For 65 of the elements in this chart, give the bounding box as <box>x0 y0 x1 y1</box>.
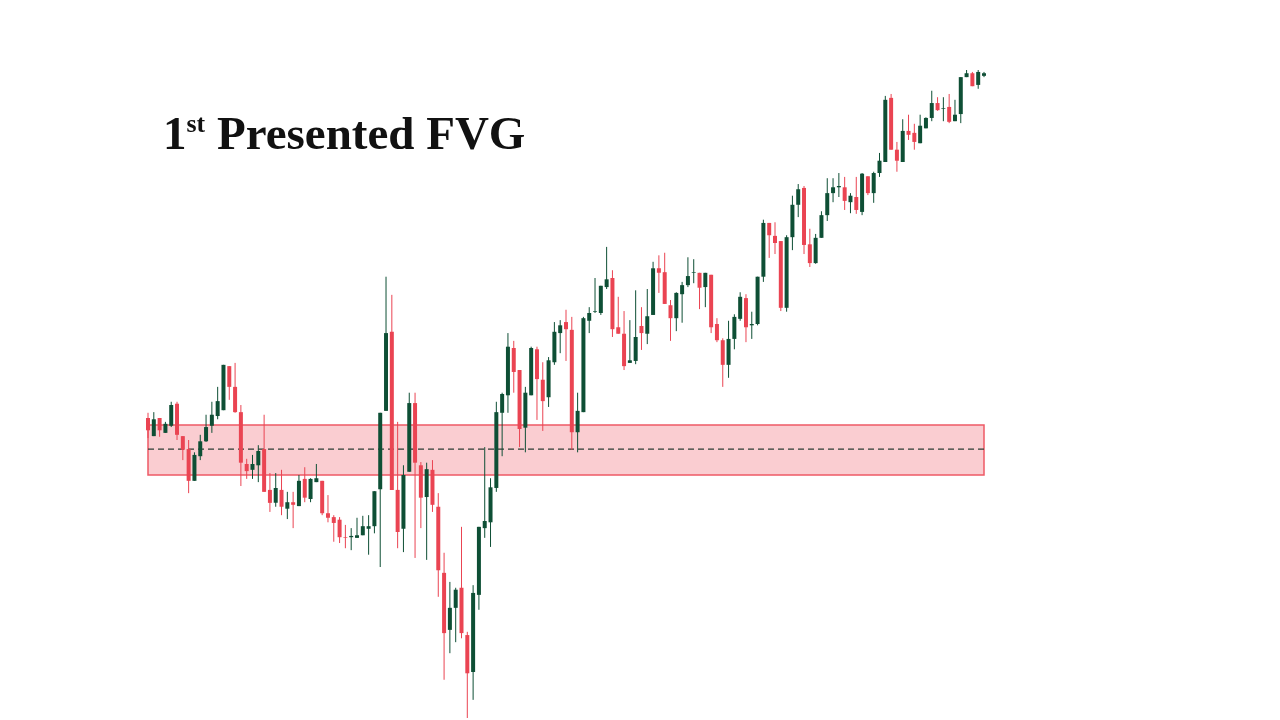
candlestick <box>656 254 661 294</box>
candlestick <box>714 317 719 343</box>
candlestick <box>273 472 278 508</box>
candlestick <box>680 281 685 324</box>
candlestick <box>773 221 777 255</box>
candlestick <box>825 177 830 222</box>
candlestick <box>645 288 650 345</box>
candlestick <box>267 472 272 513</box>
candlestick <box>819 210 824 239</box>
candlestick <box>848 192 853 214</box>
candlestick <box>732 313 737 350</box>
candlestick <box>929 90 934 122</box>
candlestick <box>564 309 568 362</box>
candlestick <box>343 524 348 549</box>
candlestick <box>325 494 330 523</box>
candlestick <box>668 299 673 342</box>
candlestick <box>767 222 772 259</box>
candlestick <box>453 587 458 643</box>
candlestick <box>691 258 696 284</box>
candlestick <box>227 365 232 401</box>
candlestick <box>976 69 981 90</box>
candlestick <box>558 319 563 354</box>
candlestick <box>337 516 342 544</box>
candlestick <box>604 246 609 290</box>
candlestick <box>842 176 847 211</box>
candlestick <box>854 176 859 215</box>
candlestick <box>511 340 516 394</box>
candlestick <box>593 277 598 314</box>
candlestick <box>447 581 452 654</box>
candlestick <box>627 319 632 364</box>
candlestick <box>482 446 487 539</box>
candlestick <box>244 458 249 480</box>
candlestick <box>291 491 296 529</box>
candlestick <box>198 434 203 461</box>
candlestick <box>703 272 708 308</box>
candlestick <box>807 228 812 268</box>
candlestick <box>918 114 923 144</box>
candlestick <box>941 96 946 122</box>
candlestick <box>947 93 952 124</box>
candlestick <box>204 414 209 443</box>
candlestick <box>697 272 702 310</box>
candlestick <box>865 175 870 196</box>
candlestick <box>894 141 899 173</box>
candlestick <box>540 361 545 432</box>
candlestick <box>639 306 644 351</box>
candlestick <box>796 183 801 218</box>
candlestick <box>587 306 592 334</box>
candlestick <box>169 401 174 428</box>
candlestick <box>180 435 185 461</box>
candlestick <box>355 517 359 539</box>
candlestick <box>302 466 307 503</box>
candlestick <box>366 514 371 556</box>
candlestick <box>331 514 336 543</box>
candlestick <box>209 401 214 434</box>
candlestick <box>871 171 876 204</box>
candlestick <box>500 392 505 457</box>
candlestick <box>633 289 638 365</box>
candlestick <box>738 291 743 322</box>
candlestick <box>616 296 621 335</box>
text: 1$^{st}$ Presented FVG <box>163 106 526 160</box>
candlestick <box>146 412 150 439</box>
candlestick <box>285 491 290 520</box>
candlestick <box>831 177 836 203</box>
candlestick <box>685 256 690 288</box>
candlestick <box>279 469 284 516</box>
